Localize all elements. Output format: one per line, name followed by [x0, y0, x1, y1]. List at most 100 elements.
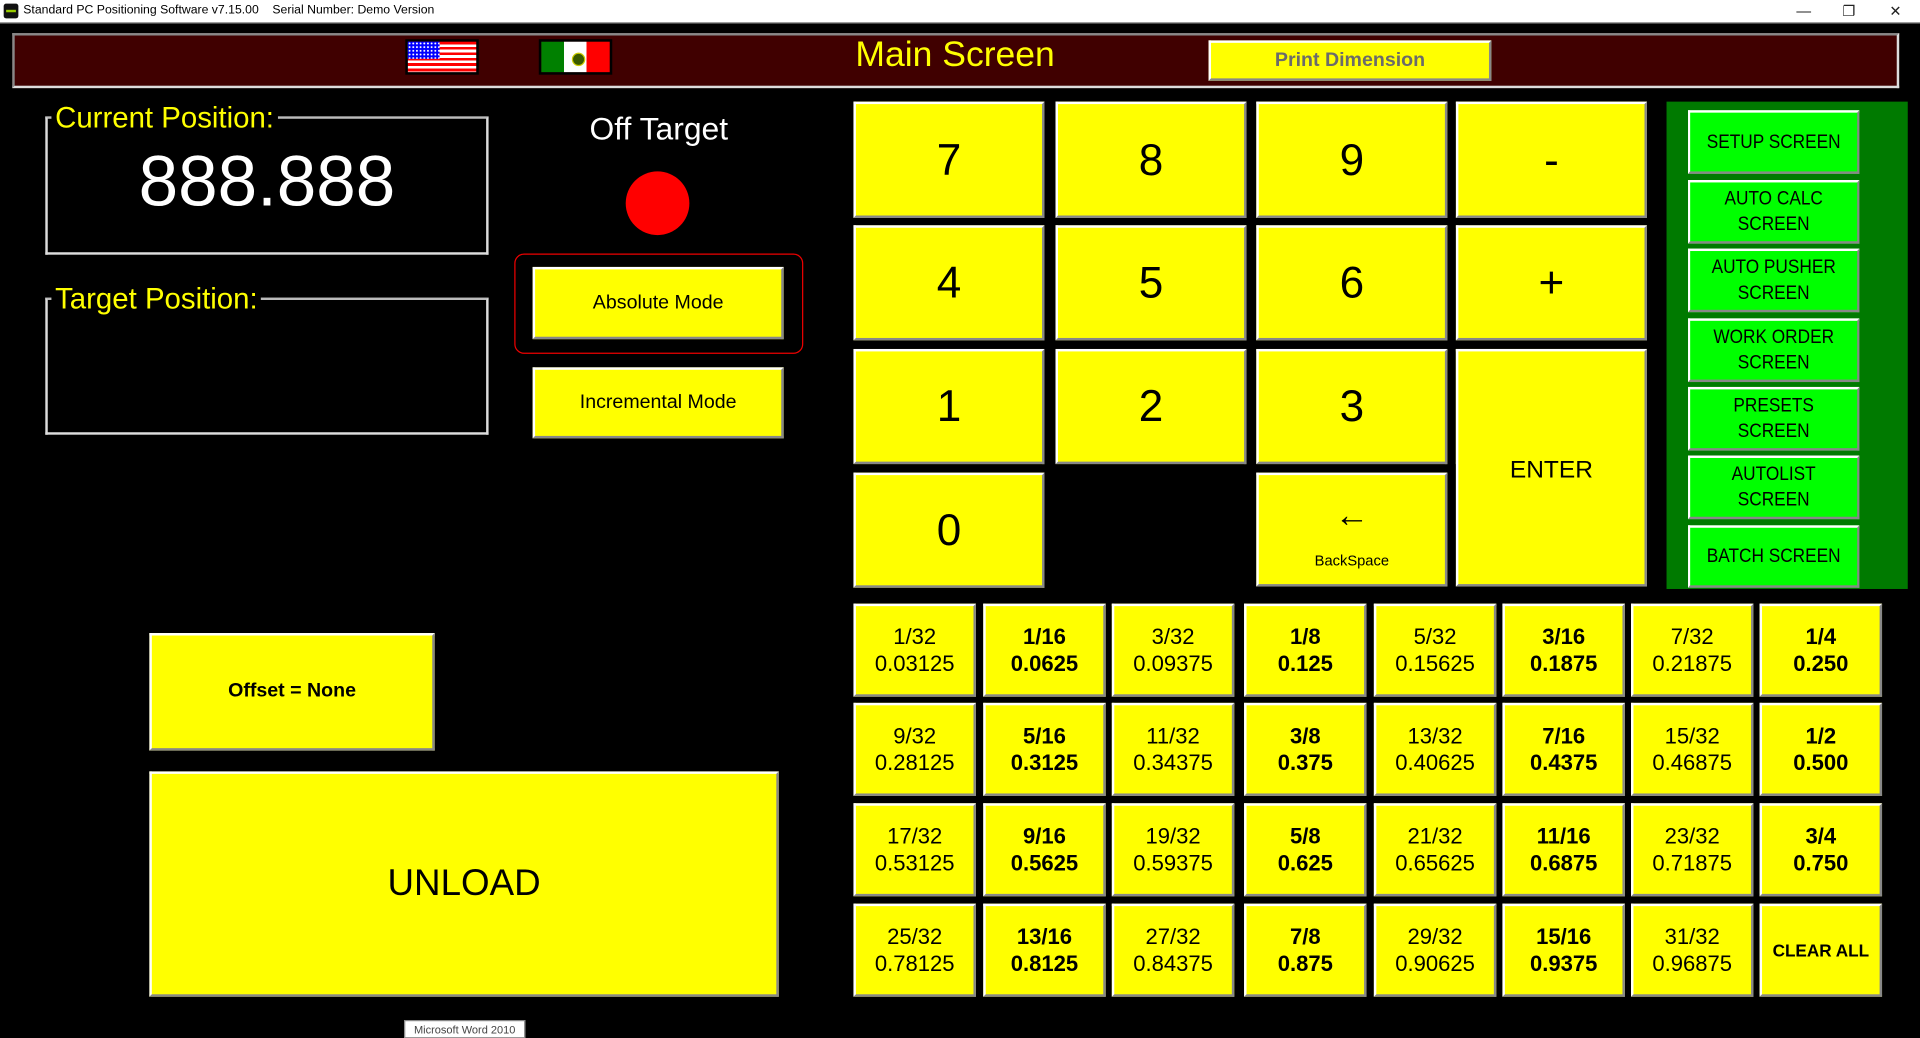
enter-button[interactable]: ENTER [1455, 348, 1647, 587]
decimal-label: 0.28125 [874, 750, 955, 776]
clear-all-button[interactable]: CLEAR ALL [1759, 903, 1883, 997]
fraction-label: 1/4 [1805, 624, 1837, 649]
fraction-button[interactable]: 23/32 0.71875 [1631, 803, 1754, 897]
decimal-label: 0.375 [1277, 750, 1333, 776]
current-position-group: Current Position: 888.888 [45, 101, 489, 255]
page-title: Main Screen [855, 35, 1055, 75]
fraction-button[interactable]: 17/32 0.53125 [853, 803, 976, 897]
header-bar [12, 33, 1900, 89]
fraction-button[interactable]: 1/16 0.0625 [983, 603, 1106, 697]
fraction-label: 9/32 [893, 723, 937, 749]
fraction-button[interactable]: 1/2 0.500 [1759, 702, 1883, 796]
fraction-button[interactable]: 7/32 0.21875 [1631, 603, 1754, 697]
key-1-button[interactable]: 1 [853, 348, 1045, 465]
fraction-button[interactable]: 3/8 0.375 [1244, 702, 1367, 796]
nav-auto-calc-screen-button[interactable]: AUTO CALC SCREEN [1688, 180, 1860, 244]
status-indicator-icon [625, 171, 690, 236]
decimal-label: 0.71875 [1652, 851, 1733, 876]
fraction-button[interactable]: 11/16 0.6875 [1502, 803, 1625, 897]
incremental-mode-button[interactable]: Incremental Mode [532, 367, 784, 439]
fraction-button[interactable]: 1/8 0.125 [1244, 603, 1367, 697]
current-position-label: Current Position: [51, 101, 278, 136]
close-button[interactable]: ✕ [1889, 2, 1902, 20]
fraction-button[interactable]: 13/16 0.8125 [983, 903, 1106, 997]
decimal-label: 0.125 [1277, 651, 1333, 676]
fraction-button[interactable]: 19/32 0.59375 [1111, 803, 1235, 897]
fraction-label: 5/8 [1289, 824, 1321, 849]
nav-setup-screen-button[interactable]: SETUP SCREEN [1688, 110, 1860, 174]
fraction-button[interactable]: 1/4 0.250 [1759, 603, 1883, 697]
fraction-button[interactable]: 5/32 0.15625 [1373, 603, 1497, 697]
fraction-button[interactable]: 29/32 0.90625 [1373, 903, 1497, 997]
fraction-label: 11/32 [1146, 723, 1200, 749]
print-dimension-button[interactable]: Print Dimension [1208, 40, 1492, 81]
key-plus-button[interactable]: + [1455, 225, 1647, 341]
restore-button[interactable]: ❐ [1842, 2, 1856, 20]
key-9-button[interactable]: 9 [1256, 101, 1448, 218]
fraction-button[interactable]: 3/4 0.750 [1759, 803, 1883, 897]
fraction-button[interactable]: 7/16 0.4375 [1502, 702, 1625, 796]
nav-auto-pusher-screen-button[interactable]: AUTO PUSHER SCREEN [1688, 248, 1860, 313]
key-6-button[interactable]: 6 [1256, 225, 1448, 341]
fraction-button[interactable]: 5/8 0.625 [1244, 803, 1367, 897]
fraction-button[interactable]: 15/32 0.46875 [1631, 702, 1754, 796]
key-7-button[interactable]: 7 [853, 101, 1045, 218]
decimal-label: 0.4375 [1529, 750, 1598, 776]
decimal-label: 0.21875 [1652, 651, 1733, 676]
fraction-button[interactable]: 15/16 0.9375 [1502, 903, 1625, 997]
backspace-button[interactable]: ← BackSpace [1256, 472, 1448, 587]
fraction-button[interactable]: 5/16 0.3125 [983, 702, 1106, 796]
decimal-label: 0.0625 [1010, 651, 1079, 676]
fraction-button[interactable]: 27/32 0.84375 [1111, 903, 1235, 997]
fraction-button[interactable]: 31/32 0.96875 [1631, 903, 1754, 997]
nav-presets-screen-button[interactable]: PRESETS SCREEN [1688, 386, 1860, 451]
fraction-button[interactable]: 1/32 0.03125 [853, 603, 976, 697]
fraction-label: 17/32 [887, 824, 943, 849]
decimal-label: 0.8125 [1010, 951, 1079, 976]
fraction-button[interactable]: 3/32 0.09375 [1111, 603, 1235, 697]
decimal-label: 0.15625 [1395, 651, 1475, 676]
fraction-button[interactable]: 9/16 0.5625 [983, 803, 1106, 897]
us-flag-icon[interactable] [405, 39, 479, 75]
backspace-arrow-icon: ← [1334, 495, 1369, 534]
unload-button[interactable]: UNLOAD [149, 771, 779, 997]
fraction-button[interactable]: 9/32 0.28125 [853, 702, 976, 796]
decimal-label: 0.46875 [1652, 750, 1733, 776]
fraction-label: 15/32 [1664, 723, 1720, 749]
fraction-label: 5/16 [1023, 723, 1066, 749]
key-5-button[interactable]: 5 [1055, 225, 1247, 341]
minimize-button[interactable]: — [1796, 2, 1812, 20]
decimal-label: 0.500 [1793, 750, 1849, 776]
key-0-button[interactable]: 0 [853, 472, 1045, 588]
fraction-label: 15/16 [1536, 924, 1592, 949]
fraction-label: 7/32 [1670, 624, 1714, 649]
fraction-button[interactable]: 3/16 0.1875 [1502, 603, 1625, 697]
fraction-button[interactable]: 11/32 0.34375 [1111, 702, 1235, 796]
status-text: Off Target [589, 110, 729, 147]
nav-work-order-screen-button[interactable]: WORK ORDER SCREEN [1688, 318, 1860, 383]
title-bar: Standard PC Positioning Software v7.15.0… [0, 0, 1920, 24]
key-minus-button[interactable]: - [1455, 101, 1647, 218]
nav-autolist-screen-button[interactable]: AUTOLIST SCREEN [1688, 455, 1860, 520]
fraction-label: 9/16 [1023, 824, 1066, 849]
mexico-flag-icon[interactable] [538, 39, 613, 75]
decimal-label: 0.09375 [1133, 651, 1213, 676]
nav-batch-screen-button[interactable]: BATCH SCREEN [1688, 525, 1860, 588]
key-8-button[interactable]: 8 [1055, 101, 1247, 218]
key-2-button[interactable]: 2 [1055, 348, 1247, 465]
fraction-button[interactable]: 7/8 0.875 [1244, 903, 1367, 997]
fraction-button[interactable]: 21/32 0.65625 [1373, 803, 1497, 897]
fraction-label: 13/32 [1407, 723, 1463, 749]
decimal-label: 0.6875 [1529, 851, 1598, 876]
key-4-button[interactable]: 4 [853, 225, 1045, 341]
fraction-label: 23/32 [1664, 824, 1720, 849]
fraction-label: 29/32 [1407, 924, 1463, 949]
offset-button[interactable]: Offset = None [149, 633, 435, 751]
fraction-button[interactable]: 25/32 0.78125 [853, 903, 976, 997]
absolute-mode-button[interactable]: Absolute Mode [532, 266, 784, 340]
decimal-label: 0.750 [1793, 851, 1849, 876]
fraction-button[interactable]: 13/32 0.40625 [1373, 702, 1497, 796]
fraction-label: 11/16 [1536, 824, 1591, 849]
key-3-button[interactable]: 3 [1256, 348, 1448, 465]
